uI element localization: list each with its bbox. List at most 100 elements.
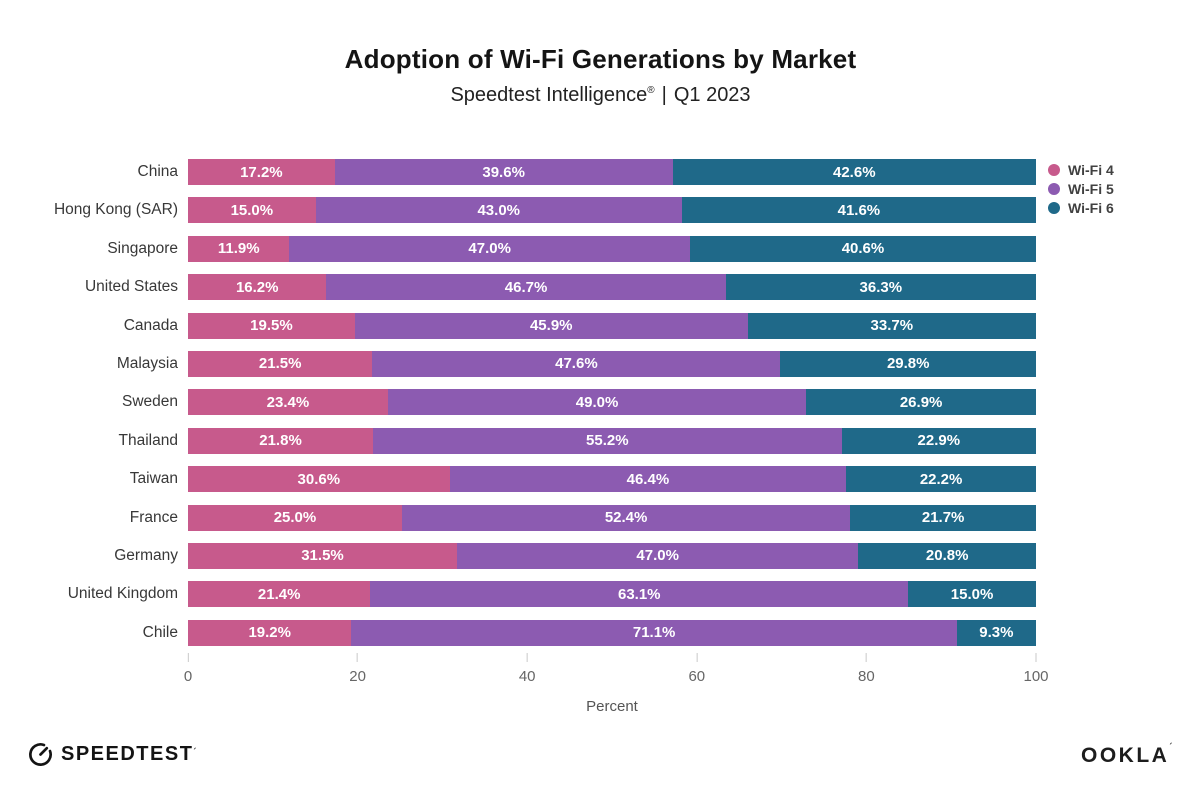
bar-segment-wi-fi-4: 19.2%	[188, 619, 352, 646]
ookla-wordmark: OOKLA	[1081, 744, 1170, 767]
bar-row: Chile 19.2% 71.1% 9.3%	[143, 619, 1036, 646]
bar-segment-wi-fi-4: 25.0%	[188, 504, 402, 531]
stacked-bar: 15.0% 43.0% 41.6%	[188, 197, 1036, 224]
x-axis-label: Percent	[586, 698, 638, 715]
bar-segment-wi-fi-5: 71.1%	[351, 619, 957, 646]
bar-segment-wi-fi-5: 47.0%	[457, 542, 859, 569]
stacked-bar: 25.0% 52.4% 21.7%	[188, 504, 1036, 531]
bar-segment-wi-fi-5: 46.4%	[449, 466, 847, 493]
legend-label: Wi-Fi 5	[1068, 180, 1114, 197]
bar-segment-wi-fi-4: 21.8%	[188, 427, 374, 454]
bar-value-label: 19.2%	[248, 624, 291, 642]
subtitle-brand: Speedtest Intelligence	[450, 84, 648, 106]
tick-mark	[526, 653, 528, 662]
bar-segment-wi-fi-6: 20.8%	[858, 542, 1036, 569]
bar-segment-wi-fi-5: 43.0%	[315, 197, 682, 224]
bar-value-label: 21.4%	[257, 585, 301, 603]
bar-value-label: 33.7%	[870, 317, 914, 335]
bar-segment-wi-fi-4: 19.5%	[188, 312, 355, 339]
legend-item-wi-fi-6: Wi-Fi 6	[1048, 198, 1114, 217]
tick-mark	[865, 653, 867, 662]
bar-segment-wi-fi-4: 16.2%	[188, 274, 327, 301]
tick-mark	[187, 653, 189, 662]
bar-row: Hong Kong (SAR) 15.0% 43.0% 41.6%	[54, 197, 1036, 224]
bar-value-label: 42.6%	[833, 163, 876, 181]
stacked-bar: 19.2% 71.1% 9.3%	[188, 619, 1036, 646]
stacked-bar: 21.4% 63.1% 15.0%	[188, 581, 1036, 608]
bar-segment-wi-fi-4: 11.9%	[188, 235, 290, 262]
bar-segment-wi-fi-6: 36.3%	[725, 274, 1036, 301]
bar-value-label: 47.0%	[468, 240, 511, 258]
tick-label: 20	[349, 668, 366, 685]
bar-value-label: 29.8%	[886, 355, 930, 373]
bar-value-label: 16.2%	[235, 278, 279, 296]
chart-title: Adoption of Wi-Fi Generations by Market	[344, 44, 857, 74]
bar-segment-wi-fi-5: 52.4%	[401, 504, 851, 531]
tick-label: 100	[1023, 668, 1049, 685]
tick-mark	[357, 653, 359, 662]
bar-row: China 17.2% 39.6% 42.6%	[138, 159, 1036, 185]
bar-row: United States 16.2% 46.7% 36.3%	[85, 274, 1036, 301]
registered-mark: ®	[647, 85, 655, 96]
bar-row: Malaysia 21.5% 47.6% 29.8%	[117, 350, 1036, 377]
speedtest-trademark-tick: ´	[193, 746, 198, 759]
bar-value-label: 21.5%	[258, 355, 302, 373]
bar-segment-wi-fi-6: 21.7%	[850, 504, 1036, 531]
bar-segment-wi-fi-6: 9.3%	[956, 619, 1036, 646]
bar-segment-wi-fi-6: 42.6%	[672, 159, 1036, 185]
category-label: Hong Kong (SAR)	[53, 201, 178, 219]
x-axis-tick: 40	[519, 653, 536, 685]
bar-row: Sweden 23.4% 49.0% 26.9%	[122, 389, 1036, 416]
stacked-bar: 21.8% 55.2% 22.9%	[188, 427, 1036, 454]
bar-value-label: 21.7%	[921, 509, 965, 527]
ookla-trademark-tick: ´	[1169, 742, 1173, 754]
bar-value-label: 41.6%	[837, 201, 881, 219]
category-label: Canada	[123, 316, 178, 334]
bar-segment-wi-fi-5: 63.1%	[370, 581, 909, 608]
x-axis-tick: 80	[858, 653, 875, 685]
category-label: United Kingdom	[67, 585, 178, 603]
legend-swatch-icon	[1048, 163, 1060, 176]
ookla-logo: OOKLA´	[1081, 742, 1173, 768]
category-label: Chile	[142, 623, 178, 641]
bar-segment-wi-fi-4: 31.5%	[188, 542, 457, 569]
tick-label: 80	[858, 668, 875, 685]
bar-row: Germany 31.5% 47.0% 20.8%	[114, 542, 1036, 569]
bar-segment-wi-fi-4: 21.4%	[188, 581, 371, 608]
speedtest-wordmark: SPEEDTEST	[61, 743, 194, 765]
bar-segment-wi-fi-6: 22.2%	[846, 466, 1036, 493]
bar-value-label: 55.2%	[586, 432, 629, 450]
legend-item-wi-fi-4: Wi-Fi 4	[1048, 160, 1114, 179]
subtitle-separator: |	[661, 84, 667, 106]
chart-subtitle: Speedtest Intelligence® | Q1 2023	[0, 84, 1201, 107]
bar-value-label: 31.5%	[301, 547, 344, 565]
bar-value-label: 43.0%	[477, 201, 521, 219]
bar-row: Taiwan 30.6% 46.4% 22.2%	[130, 466, 1036, 493]
bar-value-label: 9.3%	[979, 624, 1014, 642]
tick-label: 0	[183, 668, 193, 685]
category-label: Taiwan	[129, 470, 178, 488]
bar-segment-wi-fi-4: 21.5%	[188, 350, 373, 377]
bar-value-label: 46.4%	[626, 470, 670, 488]
category-label: Singapore	[107, 239, 178, 257]
category-label: United States	[84, 278, 178, 296]
bar-segment-wi-fi-4: 23.4%	[188, 389, 388, 416]
chart-header: Adoption of Wi-Fi Generations by Market …	[0, 44, 1201, 107]
bar-segment-wi-fi-6: 29.8%	[780, 350, 1036, 377]
bar-value-label: 39.6%	[482, 163, 525, 181]
stacked-bar: 19.5% 45.9% 33.7%	[188, 312, 1036, 339]
stacked-bar: 17.2% 39.6% 42.6%	[188, 159, 1036, 185]
bar-value-label: 15.0%	[950, 585, 994, 603]
bar-segment-wi-fi-5: 47.6%	[372, 350, 781, 377]
stacked-bar: 23.4% 49.0% 26.9%	[188, 389, 1036, 416]
bar-value-label: 11.9%	[217, 240, 260, 258]
bar-value-label: 22.9%	[917, 432, 961, 450]
bar-value-label: 23.4%	[266, 393, 310, 411]
bar-value-label: 52.4%	[604, 509, 648, 527]
x-axis-tick: 60	[688, 653, 705, 685]
stacked-bar: 21.5% 47.6% 29.8%	[188, 350, 1036, 377]
legend-swatch-icon	[1048, 182, 1060, 195]
stacked-bar: 31.5% 47.0% 20.8%	[188, 542, 1036, 569]
bar-value-label: 26.9%	[899, 393, 943, 411]
bar-value-label: 30.6%	[297, 470, 341, 488]
